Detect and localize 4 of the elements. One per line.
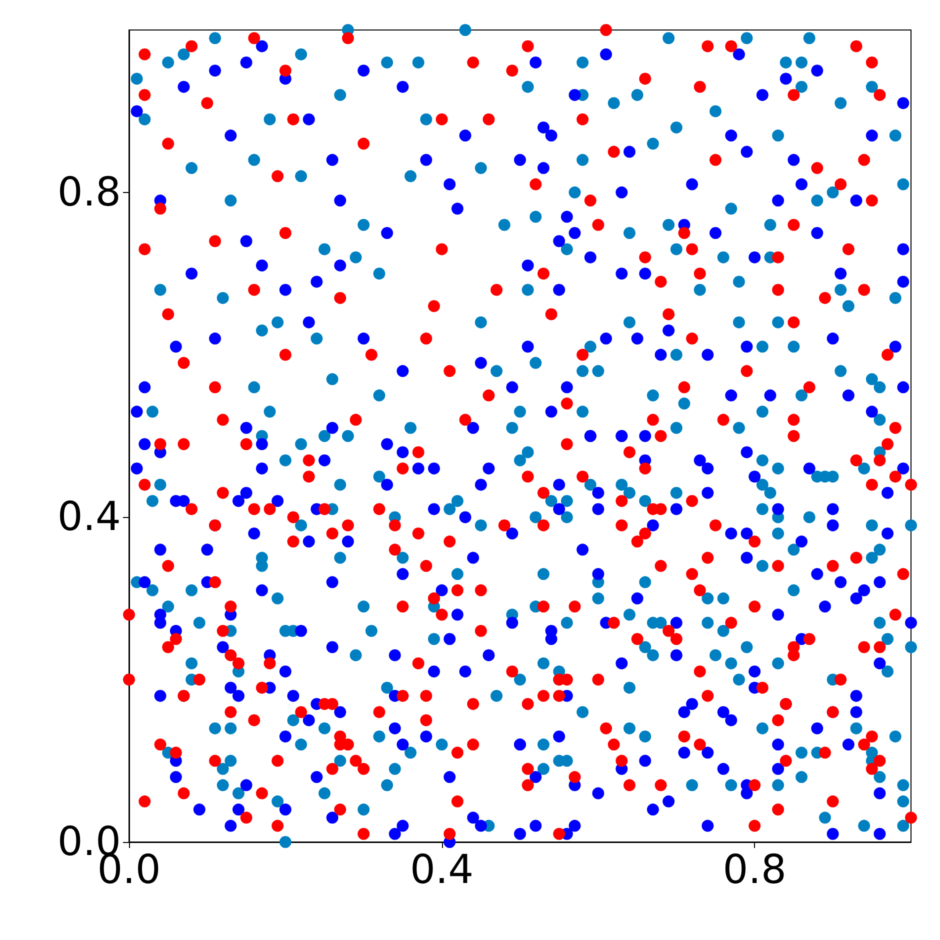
- x-tick-label: 0.4: [410, 847, 474, 893]
- y-tick-label: 0.4: [57, 494, 121, 540]
- y-tick-label: 0.8: [57, 169, 121, 216]
- x-tick-label: 0.8: [722, 847, 786, 893]
